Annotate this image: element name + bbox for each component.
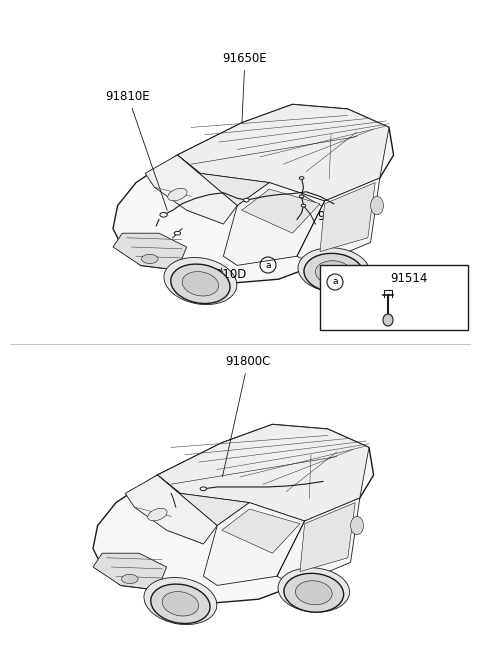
Polygon shape (93, 424, 373, 604)
Ellipse shape (200, 487, 206, 491)
Text: a: a (332, 277, 338, 287)
Ellipse shape (350, 516, 363, 535)
Ellipse shape (168, 188, 187, 201)
Text: a: a (265, 260, 271, 270)
Ellipse shape (142, 255, 158, 264)
Ellipse shape (160, 213, 167, 217)
Polygon shape (222, 509, 300, 553)
Ellipse shape (121, 575, 138, 584)
Polygon shape (93, 553, 167, 590)
Ellipse shape (278, 568, 349, 612)
Ellipse shape (244, 198, 249, 202)
Text: 91650E: 91650E (223, 52, 267, 123)
Polygon shape (204, 502, 305, 585)
Ellipse shape (300, 195, 304, 197)
Polygon shape (157, 424, 369, 521)
Polygon shape (125, 475, 217, 544)
Ellipse shape (164, 258, 237, 304)
Polygon shape (242, 189, 320, 233)
Text: 91650D: 91650D (304, 196, 363, 223)
Ellipse shape (383, 314, 393, 326)
Ellipse shape (298, 248, 370, 292)
FancyBboxPatch shape (320, 265, 468, 330)
Polygon shape (277, 498, 360, 585)
Ellipse shape (151, 584, 210, 623)
Ellipse shape (174, 232, 180, 235)
Polygon shape (145, 155, 237, 224)
Text: 91514: 91514 (390, 272, 427, 285)
Ellipse shape (371, 196, 384, 215)
Polygon shape (113, 233, 187, 270)
Polygon shape (178, 155, 269, 205)
Ellipse shape (301, 204, 306, 207)
Polygon shape (297, 178, 380, 266)
Ellipse shape (144, 577, 217, 625)
Polygon shape (223, 182, 324, 266)
Polygon shape (320, 182, 375, 252)
Ellipse shape (300, 176, 304, 179)
Ellipse shape (284, 573, 344, 612)
Ellipse shape (315, 260, 352, 285)
Polygon shape (157, 475, 250, 525)
Text: 91800C: 91800C (222, 355, 271, 477)
Polygon shape (113, 104, 394, 284)
Ellipse shape (182, 272, 218, 296)
Polygon shape (178, 104, 389, 201)
Ellipse shape (171, 264, 230, 304)
Ellipse shape (304, 253, 364, 292)
Text: 91810D: 91810D (200, 268, 246, 281)
Ellipse shape (162, 592, 199, 616)
Ellipse shape (296, 581, 332, 605)
Text: 91810E: 91810E (106, 90, 168, 211)
Ellipse shape (148, 508, 167, 521)
Polygon shape (300, 502, 355, 571)
